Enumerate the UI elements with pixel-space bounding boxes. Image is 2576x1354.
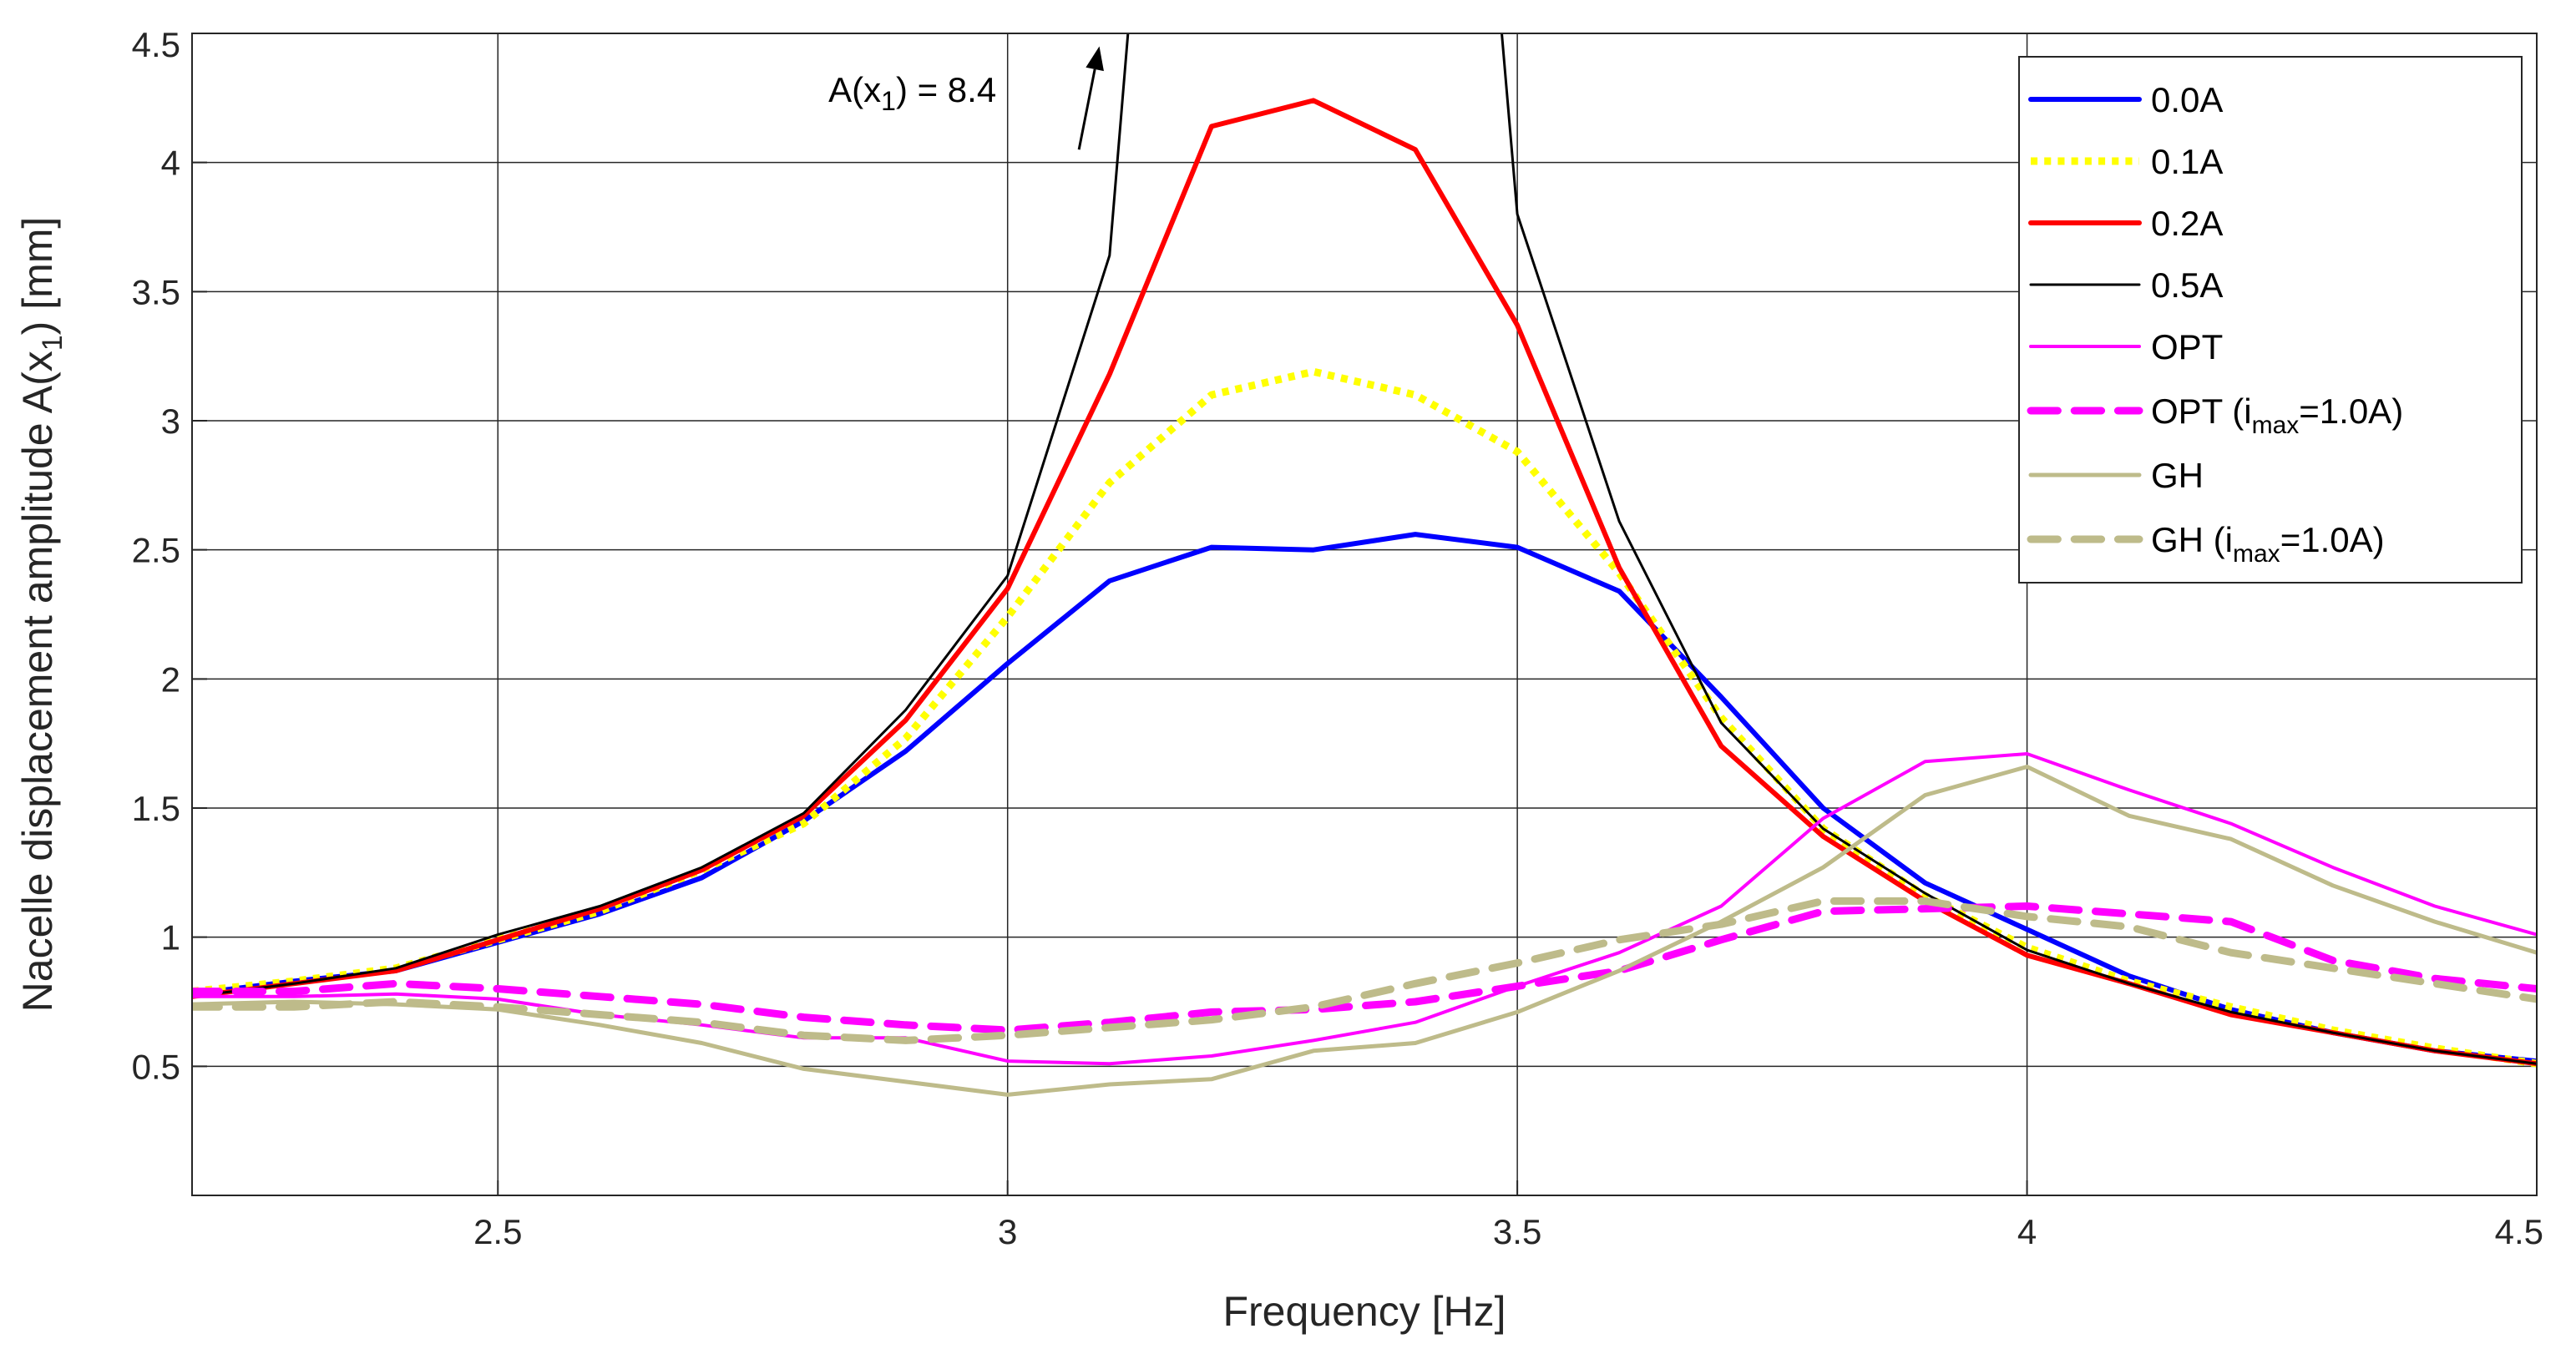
y-axis-label: Nacelle displacement amplitude A(x1) [mm… [14, 217, 68, 1013]
legend: 0.0A 0.1A 0.2A 0.5A OPT OPT (imax=1.0A) GH GH (… [2018, 56, 2523, 584]
legend-label: GH [2151, 456, 2204, 495]
y-tick-label: 3.5 [132, 272, 180, 311]
y-tick-label: 2.5 [132, 531, 180, 570]
y-tick-label: 3 [161, 402, 180, 441]
plot-frame [191, 33, 2538, 1196]
annotation-text-subscript: 1 [881, 86, 896, 116]
legend-label: 0.5A [2151, 265, 2223, 305]
legend-label: OPT (imax=1.0A) [2151, 392, 2403, 439]
series-layer [192, 33, 2537, 1097]
x-tick-label: 4.5 [2495, 1212, 2543, 1251]
series-line-gh [192, 765, 2537, 1097]
y-axis-label-subscript: 1 [37, 335, 68, 351]
series-line-0-5a [192, 33, 2537, 1065]
legend-label: 0.1A [2151, 142, 2223, 181]
legend-box [2018, 56, 2523, 584]
y-tick-label: 1 [161, 918, 180, 957]
legend-label: 0.0A [2151, 80, 2223, 119]
series-line-gh-i-max-1-0a [192, 897, 2537, 1044]
x-axis-label: Frequency [Hz] [1222, 1288, 1506, 1335]
annotation-arrow [1077, 68, 1096, 150]
series-line-0-0a [192, 532, 2537, 1064]
x-tick-label: 3 [998, 1212, 1017, 1251]
legend-label: GH (imax=1.0A) [2151, 520, 2385, 568]
annotation-text-main: A(x [828, 70, 881, 109]
y-axis-label-main: Nacelle displacement amplitude A(x [14, 351, 61, 1012]
annotation-arrow-head [1086, 46, 1104, 72]
annotation: A(x1) = 8.4 [828, 46, 1104, 150]
x-tick-label: 2.5 [473, 1212, 522, 1251]
axis-ticks: 2.5 3 3.5 4 4.5 0.5 1 1.5 2 2.5 3 3.5 4 4.5 [132, 25, 2543, 1251]
x-tick-label: 3.5 [1493, 1212, 1541, 1251]
y-axis-label-end: ) [mm] [14, 217, 61, 336]
axis-labels: Frequency [Hz] Nacelle displacement ampl… [14, 217, 1506, 1335]
legend-label: OPT [2151, 327, 2223, 366]
annotation-text-end: ) = 8.4 [896, 70, 996, 109]
series-line-opt-i-max-1-0a [192, 902, 2537, 1034]
y-tick-label: 2 [161, 659, 180, 699]
annotation-text: A(x1) = 8.4 [828, 70, 996, 116]
y-tick-label: 0.5 [132, 1047, 180, 1086]
y-tick-label: 1.5 [132, 789, 180, 828]
y-tick-label: 4 [161, 144, 180, 183]
y-tick-label: 4.5 [132, 25, 180, 64]
legend-label: 0.2A [2151, 204, 2223, 243]
x-tick-label: 4 [2017, 1212, 2037, 1251]
